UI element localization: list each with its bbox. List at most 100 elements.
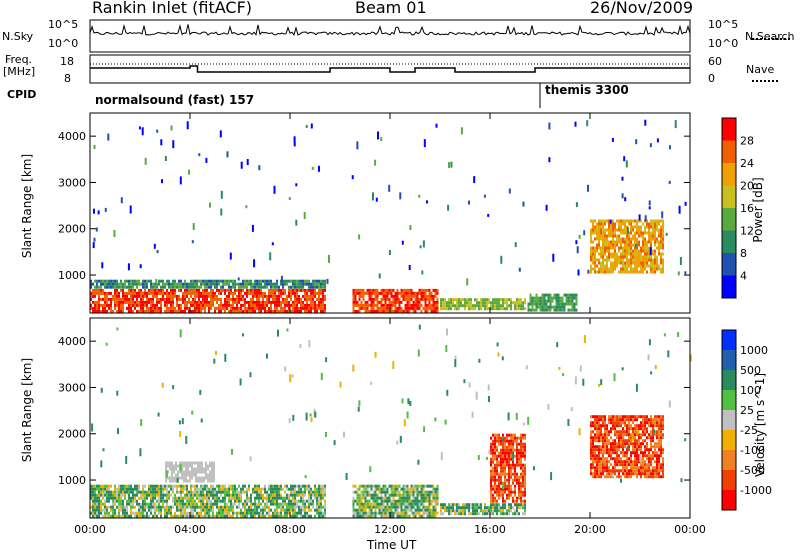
heat-cell (370, 306, 373, 310)
heat-cell (468, 506, 470, 510)
heat-cell (274, 294, 276, 298)
heat-cell (282, 487, 284, 491)
heat-cell (614, 445, 616, 449)
heat-cell (410, 303, 413, 307)
heat-cell (604, 222, 606, 226)
heat-cell (226, 511, 228, 515)
heat-cell (386, 309, 389, 313)
heat-cell (372, 499, 375, 503)
heat-cell (90, 306, 92, 310)
heat-cell (260, 300, 262, 304)
heat-cell (650, 225, 652, 229)
heat-cell (280, 496, 282, 500)
heat-cell (508, 484, 510, 488)
heat-cell (238, 288, 240, 292)
heat-cell (98, 297, 100, 301)
heat-cell (646, 240, 648, 244)
heat-cell (614, 448, 616, 452)
heat-cell (324, 487, 326, 491)
heat-cell (191, 473, 193, 477)
heat-cell (500, 472, 502, 476)
heat-cell (182, 505, 184, 509)
heat-cell (114, 502, 116, 506)
heat-cell (314, 282, 316, 286)
heat-cell (374, 288, 377, 292)
heat-cell (356, 499, 359, 503)
heat-cell (234, 487, 236, 491)
heat-cell (284, 502, 286, 506)
heat-cell (516, 454, 518, 458)
heat-cell (374, 297, 377, 301)
heat-cell (260, 303, 262, 307)
heat-cell (212, 490, 214, 494)
heat-cell (240, 297, 242, 301)
heat-cell (636, 424, 638, 428)
heat-cell (612, 451, 614, 455)
heat-cell (522, 475, 524, 479)
heat-cell (604, 451, 606, 455)
heat-cell (216, 294, 218, 298)
heat-cell (563, 305, 566, 309)
heat-cell (184, 294, 186, 298)
heat-cell (630, 442, 632, 446)
heat-cell (510, 466, 512, 470)
heat-cell (535, 305, 538, 309)
heat-cell (472, 512, 474, 516)
heat-cell (622, 442, 624, 446)
heat-cell (490, 463, 492, 467)
heat-cell (164, 156, 167, 161)
heat-cell (210, 285, 212, 289)
heat-cell (606, 258, 608, 262)
heat-cell (640, 442, 642, 446)
heat-cell (244, 297, 246, 301)
heat-cell (642, 267, 644, 271)
heat-cell (189, 461, 191, 465)
heat-cell (290, 294, 292, 298)
heat-cell (278, 303, 280, 307)
heat-cell (258, 493, 260, 497)
heat-cell (294, 508, 296, 512)
heat-cell (182, 496, 184, 500)
heat-cell (622, 219, 624, 223)
heat-cell (246, 508, 248, 512)
heat-cell (656, 264, 658, 268)
heat-cell (628, 457, 630, 461)
heat-cell (148, 484, 150, 488)
heat-cell (630, 261, 632, 265)
heat-cell (654, 415, 656, 419)
heat-cell (140, 514, 142, 518)
heat-cell (156, 514, 158, 518)
heat-cell (132, 487, 134, 491)
heat-cell (644, 237, 646, 241)
heat-cell (494, 506, 496, 510)
heat-cell (260, 496, 262, 500)
heat-cell (592, 454, 594, 458)
heat-cell (284, 309, 286, 313)
heat-cell (106, 508, 108, 512)
heat-cell (310, 294, 312, 298)
heat-cell (113, 230, 116, 237)
heat-cell (180, 508, 182, 512)
heat-cell (322, 294, 324, 298)
heat-cell (648, 246, 650, 250)
heat-cell (280, 505, 282, 509)
heat-cell (212, 511, 214, 515)
heat-cell (620, 243, 622, 247)
heat-cell (422, 484, 425, 488)
heat-cell (486, 301, 488, 305)
heat-cell (644, 225, 646, 229)
heat-cell (600, 219, 602, 223)
heat-cell (492, 304, 494, 308)
heat-cell (594, 439, 596, 443)
heat-cell (374, 484, 377, 488)
heat-cell (104, 207, 107, 212)
heat-cell (236, 505, 238, 509)
heat-cell (500, 442, 502, 446)
heat-cell (555, 308, 558, 312)
heat-cell (146, 306, 148, 310)
heat-cell (252, 309, 254, 313)
heat-cell (652, 264, 654, 268)
heat-cell (442, 298, 444, 302)
heat-cell (610, 445, 612, 449)
heat-cell (168, 306, 170, 310)
